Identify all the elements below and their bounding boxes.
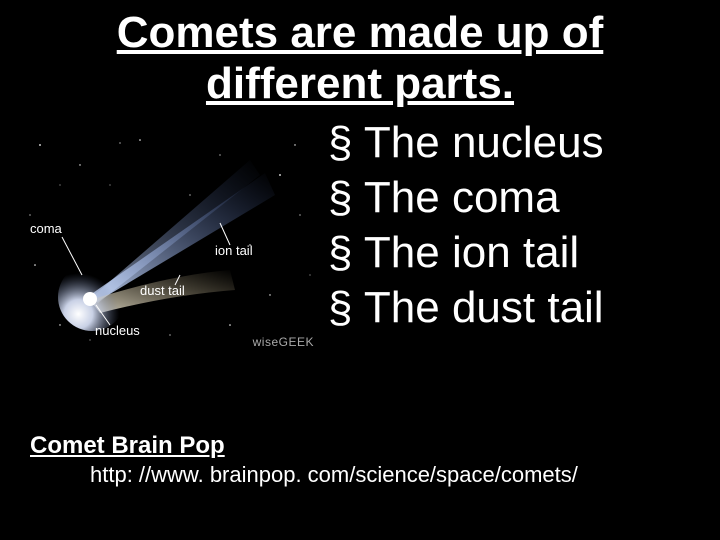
slide: Comets are made up of different parts. (0, 0, 720, 540)
comet-diagram: coma ion tail dust tail nucleus wiseGEEK (20, 125, 320, 355)
content-row: coma ion tail dust tail nucleus wiseGEEK… (0, 113, 720, 355)
diagram-watermark: wiseGEEK (253, 335, 314, 349)
bullet-item: The nucleus (328, 115, 700, 170)
bullet-item: The coma (328, 170, 700, 225)
slide-title: Comets are made up of different parts. (0, 0, 720, 113)
bullet-item: The ion tail (328, 225, 700, 280)
comet-svg (20, 125, 320, 355)
footer-link-url[interactable]: http: //www. brainpop. com/science/space… (30, 462, 578, 488)
diagram-label-ion-tail: ion tail (215, 243, 253, 258)
bullet-item: The dust tail (328, 280, 700, 335)
bullet-list: The nucleus The coma The ion tail The du… (320, 113, 700, 355)
diagram-label-coma: coma (30, 221, 62, 236)
footer: Comet Brain Pop http: //www. brainpop. c… (30, 432, 578, 488)
footer-link-title[interactable]: Comet Brain Pop (30, 432, 578, 460)
diagram-label-nucleus: nucleus (95, 323, 140, 338)
diagram-label-dust-tail: dust tail (140, 283, 185, 298)
